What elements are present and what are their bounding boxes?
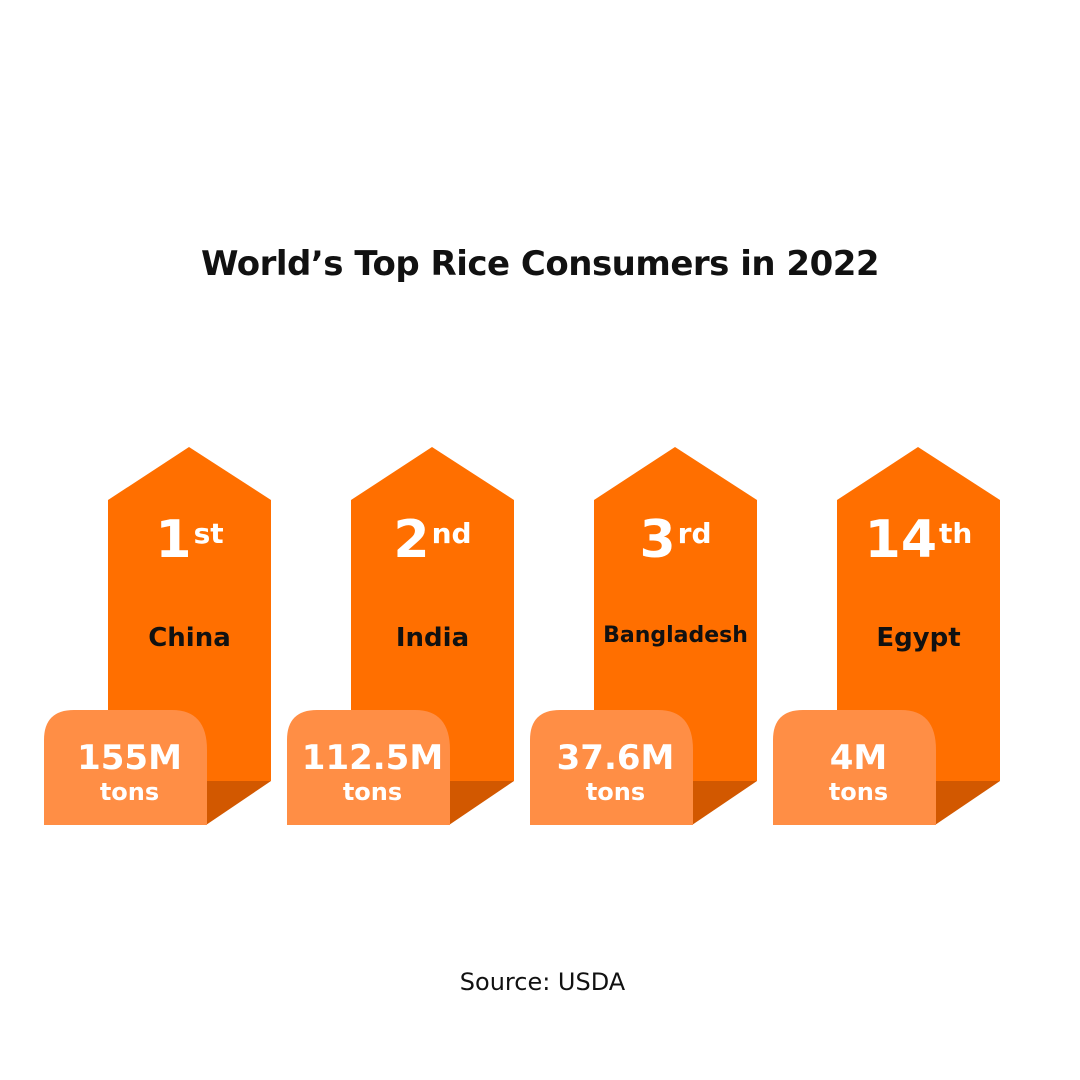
- rank-number: 3: [639, 510, 676, 570]
- rank-label: 1st: [108, 510, 271, 570]
- rank-label: 2nd: [351, 510, 514, 570]
- arrow-body: [351, 447, 514, 781]
- rank-label: 14th: [837, 510, 1000, 570]
- arrow-shape: [44, 447, 271, 825]
- value-tab: [530, 710, 693, 825]
- value-tab: [287, 710, 450, 825]
- value-number: 112.5M: [301, 738, 444, 778]
- arrow-body: [837, 447, 1000, 781]
- value-unit: tons: [828, 778, 889, 806]
- consumption-value: 155M tons: [48, 738, 211, 806]
- page-title: World’s Top Rice Consumers in 2022: [200, 244, 880, 284]
- arrow-body: [108, 447, 271, 781]
- arrow-shape: [773, 447, 1000, 825]
- consumption-value: 4M tons: [777, 738, 940, 806]
- value-unit: tons: [99, 778, 160, 806]
- arrow-body: [594, 447, 757, 781]
- rank-label: 3rd: [594, 510, 757, 570]
- rank-number: 2: [393, 510, 430, 570]
- rank-suffix: rd: [677, 517, 712, 550]
- value-number: 155M: [77, 738, 182, 778]
- value-number: 4M: [829, 738, 888, 778]
- consumption-value: 112.5M tons: [291, 738, 454, 806]
- arrow-shape: [530, 447, 757, 825]
- country-name: China: [148, 623, 231, 653]
- rank-number: 1: [155, 510, 192, 570]
- value-unit: tons: [342, 778, 403, 806]
- rank-card-china: 1st China 155M tons: [44, 440, 284, 840]
- country-name: Egypt: [876, 623, 961, 653]
- rank-suffix: nd: [431, 517, 472, 550]
- arrow-shadow: [206, 781, 271, 825]
- country-name: Bangladesh: [603, 623, 748, 648]
- rank-suffix: th: [939, 517, 973, 550]
- arrow-shadow: [935, 781, 1000, 825]
- rank-card-bangladesh: 3rd Bangladesh 37.6M tons: [530, 440, 770, 840]
- value-tab: [773, 710, 936, 825]
- rank-number: 14: [864, 510, 938, 570]
- rank-suffix: st: [193, 517, 224, 550]
- value-unit: tons: [585, 778, 646, 806]
- country-name: India: [395, 623, 470, 653]
- value-tab: [44, 710, 207, 825]
- rank-card-india: 2nd India 112.5M tons: [287, 440, 527, 840]
- source-note: Source: USDA: [459, 968, 626, 996]
- value-number: 37.6M: [556, 738, 675, 778]
- rank-card-egypt: 14th Egypt 4M tons: [773, 440, 1013, 840]
- arrow-shadow: [449, 781, 514, 825]
- arrow-shadow: [692, 781, 757, 825]
- arrow-shape: [287, 447, 514, 825]
- consumption-value: 37.6M tons: [534, 738, 697, 806]
